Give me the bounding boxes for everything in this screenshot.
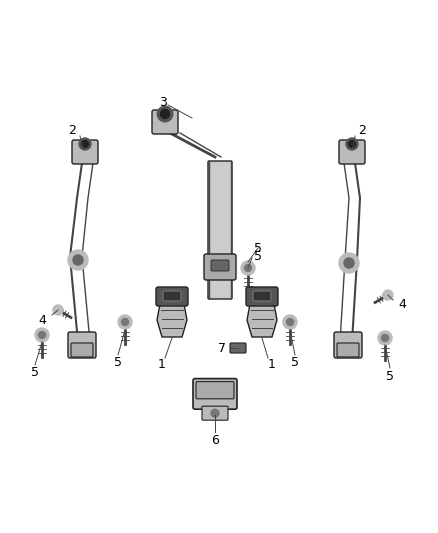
FancyBboxPatch shape [208, 161, 232, 299]
FancyBboxPatch shape [337, 343, 359, 357]
FancyBboxPatch shape [334, 332, 362, 358]
Circle shape [283, 315, 297, 329]
FancyBboxPatch shape [246, 287, 278, 306]
Circle shape [211, 409, 219, 417]
FancyBboxPatch shape [196, 382, 234, 399]
FancyBboxPatch shape [68, 332, 96, 358]
Circle shape [344, 258, 354, 268]
Circle shape [383, 290, 393, 300]
FancyBboxPatch shape [152, 110, 178, 134]
Circle shape [118, 315, 132, 329]
Circle shape [346, 138, 358, 150]
Text: 6: 6 [211, 433, 219, 447]
Text: 2: 2 [358, 124, 366, 136]
FancyBboxPatch shape [211, 260, 229, 271]
Text: 4: 4 [398, 298, 406, 311]
Circle shape [286, 319, 293, 326]
Circle shape [68, 250, 88, 270]
Text: 3: 3 [159, 95, 167, 109]
Text: 5: 5 [291, 357, 299, 369]
FancyBboxPatch shape [193, 378, 237, 409]
FancyBboxPatch shape [230, 343, 246, 353]
Polygon shape [157, 304, 187, 337]
Text: 1: 1 [158, 359, 166, 372]
Text: 5: 5 [386, 369, 394, 383]
Circle shape [53, 305, 63, 315]
Circle shape [79, 138, 91, 150]
Circle shape [378, 331, 392, 345]
FancyBboxPatch shape [253, 291, 271, 301]
Circle shape [381, 335, 389, 342]
Circle shape [244, 264, 251, 271]
FancyBboxPatch shape [204, 254, 236, 280]
Text: 7: 7 [218, 342, 226, 354]
FancyBboxPatch shape [163, 291, 181, 301]
Circle shape [157, 106, 173, 122]
Text: 4: 4 [38, 313, 46, 327]
Text: 5: 5 [114, 357, 122, 369]
Text: 5: 5 [254, 249, 262, 262]
Circle shape [241, 261, 255, 275]
Polygon shape [247, 304, 277, 337]
FancyBboxPatch shape [71, 343, 93, 357]
Text: 5: 5 [254, 241, 262, 254]
Circle shape [39, 332, 46, 338]
Circle shape [339, 253, 359, 273]
Text: 1: 1 [268, 359, 276, 372]
Circle shape [81, 141, 88, 148]
FancyBboxPatch shape [72, 140, 98, 164]
Text: 5: 5 [31, 367, 39, 379]
Circle shape [160, 109, 170, 118]
FancyBboxPatch shape [202, 406, 228, 420]
FancyBboxPatch shape [156, 287, 188, 306]
Circle shape [121, 319, 128, 326]
Circle shape [349, 141, 356, 148]
FancyBboxPatch shape [339, 140, 365, 164]
Text: 2: 2 [68, 124, 76, 136]
Circle shape [35, 328, 49, 342]
Circle shape [73, 255, 83, 265]
